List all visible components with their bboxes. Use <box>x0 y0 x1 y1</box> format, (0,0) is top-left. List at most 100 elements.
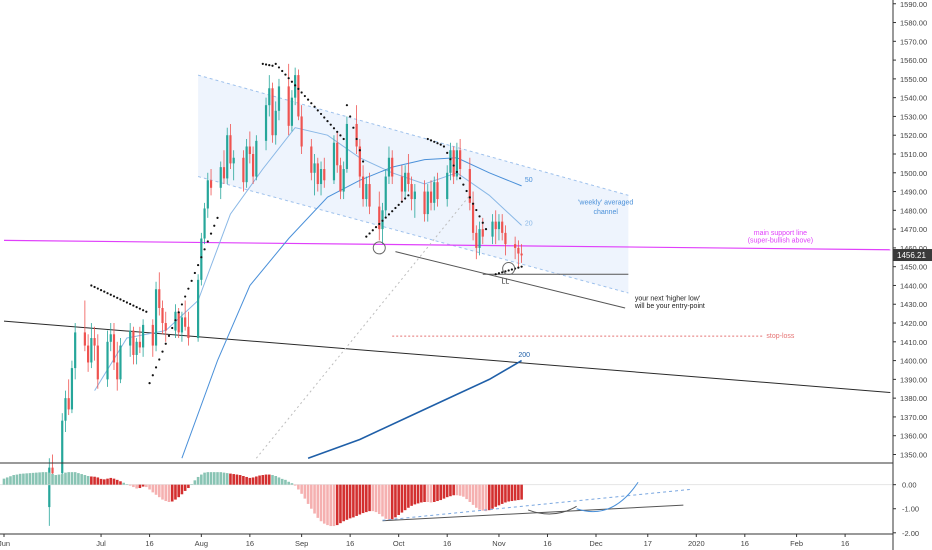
annotation-text: LL <box>502 279 510 286</box>
oscillator-bar <box>18 473 22 485</box>
oscillator-bar <box>112 478 116 485</box>
sar-dot <box>504 270 507 273</box>
sar-dot <box>310 102 313 105</box>
oscillator-bar <box>216 472 219 485</box>
oscillator-bar <box>442 484 446 499</box>
oscillator-bar <box>154 484 158 495</box>
channel-lower-line <box>197 176 629 294</box>
x-tick-label: Jul <box>96 539 106 548</box>
oscillator-bar <box>44 472 48 485</box>
x-tick-label: 16 <box>443 539 451 548</box>
oscillator-bar <box>206 472 210 485</box>
oscillator-bar <box>128 484 132 486</box>
trendline-main-support <box>3 239 891 251</box>
sar-dot <box>116 296 119 299</box>
sar-dot <box>261 62 264 65</box>
sar-dot <box>481 221 484 224</box>
oscillator-bar <box>432 484 436 502</box>
oscillator-bar <box>381 484 384 517</box>
sar-dot <box>378 222 381 226</box>
ma-label-200: 200 <box>518 352 530 359</box>
candle-body <box>277 86 281 111</box>
oscillator-bar <box>235 474 239 485</box>
sar-dot <box>290 80 294 83</box>
oscillator-bar <box>86 475 90 485</box>
oscillator-bar <box>222 472 226 485</box>
oscillator-bar <box>413 484 417 505</box>
y-tick-label: 1500.00 <box>900 169 927 178</box>
candle-body <box>93 338 96 346</box>
sar-dot <box>167 334 171 338</box>
sar-dot <box>316 109 319 112</box>
oscillator-bar <box>520 484 523 500</box>
trendline-dotted-diagonal <box>255 195 471 459</box>
ma-line-20 <box>94 127 522 391</box>
oscillator-bar <box>507 484 510 502</box>
sar-dot <box>484 228 488 231</box>
candle-body <box>184 317 187 327</box>
oscillator-bar <box>365 484 368 513</box>
sar-dot <box>358 149 361 152</box>
candle-body <box>48 467 51 508</box>
candle-body <box>310 146 313 173</box>
oscillator-bar <box>377 484 381 515</box>
oscillator-bar <box>513 484 517 501</box>
oscillator-bar <box>73 472 77 485</box>
oscillator-bar <box>261 475 265 485</box>
sar-dot <box>455 170 458 174</box>
oscillator-bar <box>67 472 70 485</box>
candle-body <box>245 146 248 183</box>
sar-dot <box>355 137 358 141</box>
arrow-oscillator-2 <box>576 481 639 513</box>
sar-dot <box>397 203 400 206</box>
trendlines <box>3 195 891 459</box>
oscillator-bar <box>500 484 504 504</box>
oscillator-bar <box>28 473 32 485</box>
oscillator-bar <box>439 484 443 501</box>
sar-dot <box>206 240 209 243</box>
oscillator-bar <box>297 484 300 490</box>
y-tick-label: 1400.00 <box>900 357 927 366</box>
oscillator-bar <box>135 484 138 489</box>
oscillator-bar <box>109 477 113 485</box>
candle-body <box>229 135 232 164</box>
y-tick-label: 1550.00 <box>900 75 927 84</box>
candle-body <box>491 221 494 237</box>
y-tick-label: 1530.00 <box>900 112 927 121</box>
y-tick-label: 1570.00 <box>900 37 927 46</box>
oscillator-bar <box>300 484 303 494</box>
candle-body <box>391 157 394 177</box>
oscillator-bar <box>410 484 413 506</box>
candle-body <box>177 311 180 333</box>
candle-body <box>355 123 358 147</box>
y-tick-label: 1490.00 <box>900 188 927 197</box>
candle-body <box>106 341 109 380</box>
sar-dot <box>99 289 103 292</box>
candle-body <box>271 88 274 136</box>
oscillator-bar <box>455 484 459 496</box>
sar-dot <box>336 130 339 133</box>
x-tick-label: Feb <box>790 539 803 548</box>
sar-dot <box>103 290 106 293</box>
candle-body <box>251 154 255 177</box>
sar-dot <box>368 232 371 235</box>
sar-dot <box>268 64 271 67</box>
oscillator-bar <box>93 476 96 485</box>
last-price-tag <box>893 249 932 262</box>
candle-body <box>339 165 342 192</box>
sar-dot <box>352 126 355 129</box>
candle-body <box>316 163 319 185</box>
sar-dot <box>313 105 316 108</box>
oscillator-bar <box>54 475 58 485</box>
sar-dot <box>161 350 164 353</box>
oscillator-bar <box>290 483 294 485</box>
oscillator-panel <box>0 462 893 527</box>
sar-dot <box>122 299 125 303</box>
oscillator-bar <box>400 484 404 513</box>
channel-fill <box>198 75 629 293</box>
candle-body <box>297 75 300 117</box>
oscillator-bar <box>416 484 420 504</box>
candle-body <box>83 332 86 346</box>
